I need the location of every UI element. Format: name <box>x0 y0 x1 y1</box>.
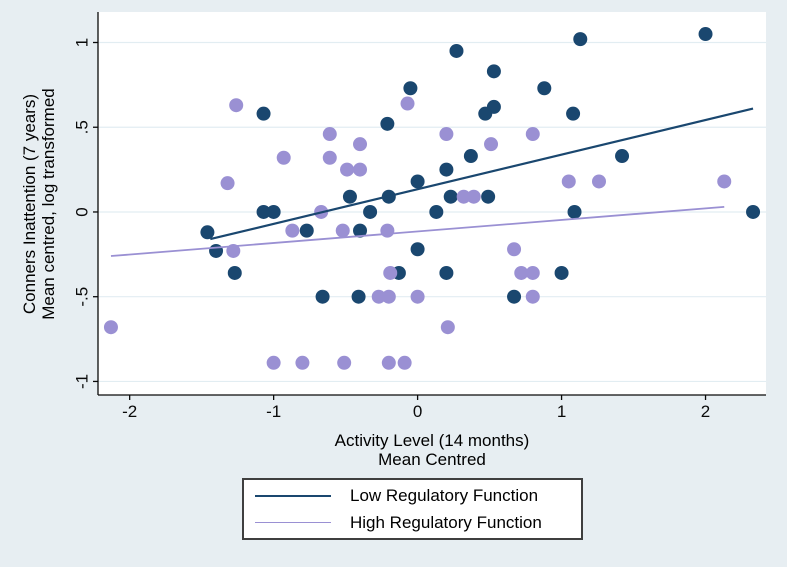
data-point-high <box>592 174 606 189</box>
data-point-high <box>335 223 350 238</box>
data-point-high <box>484 137 499 152</box>
data-point-high <box>266 355 281 370</box>
data-point-high <box>322 150 337 165</box>
data-point-high <box>229 98 244 113</box>
data-point-low <box>439 265 454 280</box>
x-tick-label: 0 <box>413 402 422 421</box>
data-point-high <box>514 265 529 280</box>
x-axis-title-line2: Mean Centred <box>378 450 486 469</box>
data-point-high <box>337 355 352 370</box>
legend-item-high: High Regulatory Function <box>244 513 581 533</box>
fit-line-high <box>110 205 725 257</box>
data-point-low <box>573 32 588 47</box>
data-point-low <box>537 81 552 96</box>
y-tick-label: 1 <box>73 38 92 47</box>
data-point-low <box>410 242 425 257</box>
legend: Low Regulatory Function High Regulatory … <box>242 478 583 540</box>
plot-area <box>98 12 766 395</box>
data-point-high <box>561 174 576 189</box>
y-axis-title-line1: Conners Inattention (7 years) <box>20 93 39 315</box>
y-tick-label: 0 <box>73 207 92 216</box>
data-point-low <box>266 204 281 219</box>
legend-label-high: High Regulatory Function <box>350 512 542 532</box>
data-point-low <box>746 204 761 219</box>
data-point-high <box>440 320 455 335</box>
x-axis-title: Activity Level (14 months) Mean Centred <box>98 431 766 469</box>
data-point-high <box>295 355 310 370</box>
x-axis-title-line1: Activity Level (14 months) <box>334 431 530 450</box>
data-point-low <box>566 106 581 121</box>
data-point-low <box>410 174 425 189</box>
data-point-low <box>429 204 444 219</box>
y-axis-title: Conners Inattention (7 years) Mean centr… <box>20 4 60 404</box>
data-point-low <box>342 189 357 204</box>
data-point-high <box>276 150 291 165</box>
data-point-high <box>439 127 454 142</box>
data-point-low <box>481 189 496 204</box>
data-point-high <box>717 174 732 189</box>
data-point-low <box>299 223 314 238</box>
data-point-low <box>227 265 242 280</box>
legend-item-low: Low Regulatory Function <box>244 486 581 506</box>
data-point-low <box>353 223 368 238</box>
data-point-low <box>443 189 458 204</box>
data-point-high <box>466 189 481 204</box>
data-point-high <box>507 242 522 257</box>
data-point-low <box>463 149 478 164</box>
data-point-low <box>486 64 501 79</box>
data-point-high <box>285 223 300 238</box>
data-point-low <box>403 81 418 96</box>
y-axis-title-line2: Mean centred, log transformed <box>39 88 58 320</box>
data-point-low <box>698 27 713 42</box>
data-point-high <box>410 289 425 304</box>
fit-line-low <box>210 107 754 241</box>
data-point-low <box>363 204 378 219</box>
data-point-low <box>200 225 215 240</box>
legend-line-high-icon <box>255 522 331 523</box>
data-point-low <box>256 204 271 219</box>
data-point-high <box>397 355 412 370</box>
y-tick-label: -.5 <box>73 287 92 307</box>
data-point-low <box>615 149 630 164</box>
data-point-high <box>322 127 337 142</box>
data-point-high <box>220 176 235 191</box>
data-point-low <box>380 116 395 131</box>
legend-label-low: Low Regulatory Function <box>350 485 539 505</box>
data-point-high <box>383 265 398 280</box>
data-point-high <box>456 189 471 204</box>
data-point-low <box>351 289 366 304</box>
data-point-high <box>525 127 540 142</box>
data-point-high <box>103 320 118 335</box>
x-tick-label: 1 <box>557 402 566 421</box>
data-point-low <box>209 243 224 258</box>
y-tick-label: -1 <box>73 374 92 389</box>
data-point-high <box>353 162 368 177</box>
data-point-high <box>525 265 540 280</box>
data-point-low <box>567 204 582 219</box>
y-tick-label: .5 <box>73 120 92 134</box>
data-point-low <box>478 106 493 121</box>
x-tick-label: -2 <box>122 402 137 421</box>
legend-line-low-icon <box>255 494 331 497</box>
data-point-low <box>256 106 271 121</box>
data-point-low <box>449 43 464 58</box>
data-point-high <box>381 355 396 370</box>
data-point-low <box>554 265 569 280</box>
data-point-high <box>380 223 395 238</box>
data-point-high <box>340 162 355 177</box>
data-point-high <box>400 96 415 111</box>
data-point-high <box>371 289 386 304</box>
data-point-low <box>439 162 454 177</box>
data-point-high <box>525 289 540 304</box>
data-point-high <box>381 289 396 304</box>
data-point-low <box>315 289 330 304</box>
data-point-low <box>507 289 522 304</box>
data-point-high <box>353 137 368 152</box>
x-tick-label: -1 <box>266 402 281 421</box>
x-tick-label: 2 <box>701 402 710 421</box>
data-point-high <box>226 243 241 258</box>
